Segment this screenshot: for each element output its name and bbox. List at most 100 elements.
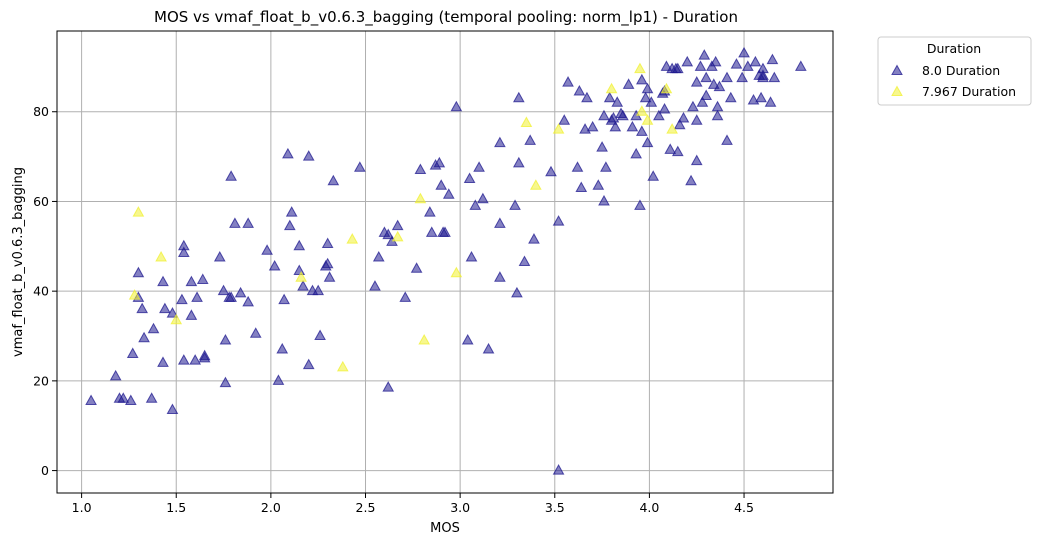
data-point: [575, 181, 588, 192]
data-point: [749, 55, 762, 67]
data-point: [698, 49, 711, 60]
data-point: [147, 322, 160, 334]
data-point: [249, 327, 262, 338]
data-point: [225, 170, 237, 181]
data-point: [177, 354, 190, 365]
data-point: [336, 360, 349, 372]
data-point: [85, 394, 97, 406]
data-point: [166, 307, 179, 318]
y-tick-label: 0: [41, 463, 49, 478]
data-point: [424, 206, 436, 217]
data-point: [439, 226, 451, 237]
data-point: [794, 60, 807, 71]
data-point: [635, 73, 648, 85]
data-point: [414, 163, 427, 175]
data-point: [690, 114, 703, 125]
data-point: [707, 78, 720, 89]
legend-marker-8-0-duration: [891, 64, 903, 75]
data-point: [552, 215, 565, 226]
data-point: [157, 356, 169, 367]
data-point: [293, 239, 306, 251]
data-point: [529, 179, 542, 190]
data-point: [634, 199, 646, 210]
data-point: [677, 111, 690, 123]
data-point: [302, 358, 315, 370]
data-point: [545, 165, 557, 177]
data-point: [509, 199, 521, 210]
data-point: [757, 71, 769, 83]
legend: Duration 8.0 Duration 7.967 Duration: [877, 36, 1032, 106]
series-1: [128, 62, 678, 372]
data-point: [382, 228, 395, 240]
data-point: [132, 266, 145, 278]
data-point: [145, 392, 158, 403]
data-point: [198, 349, 211, 361]
data-point: [185, 309, 198, 320]
data-point: [690, 76, 703, 87]
data-point: [711, 109, 724, 121]
data-point: [671, 62, 684, 74]
data-point: [552, 464, 565, 475]
data-point: [302, 150, 315, 161]
legend-box: [877, 36, 1032, 106]
data-point: [124, 394, 137, 406]
data-point: [314, 329, 326, 341]
data-point: [321, 257, 334, 269]
data-point: [117, 392, 130, 403]
data-point: [219, 333, 232, 345]
data-point: [524, 134, 537, 145]
y-tick-label: 40: [33, 284, 49, 299]
data-point: [391, 219, 404, 231]
data-point: [463, 172, 476, 184]
data-point: [724, 91, 737, 103]
data-point: [109, 369, 122, 381]
data-point: [229, 217, 241, 228]
data-point: [477, 192, 489, 204]
data-point: [323, 271, 336, 282]
data-point: [312, 284, 325, 296]
data-point: [738, 46, 750, 58]
data-point: [382, 381, 395, 392]
data-point: [696, 96, 709, 107]
data-point: [653, 109, 665, 121]
data-point: [518, 255, 531, 266]
data-point: [598, 109, 610, 121]
legend-label-7-967-duration: 7.967 Duration: [922, 84, 1016, 99]
data-point: [425, 226, 438, 237]
x-tick-label: 1.0: [72, 500, 92, 515]
data-point: [700, 89, 713, 101]
data-point: [433, 156, 446, 168]
data-point: [664, 143, 677, 154]
data-point: [261, 244, 273, 255]
x-tick-label: 2.0: [261, 500, 281, 515]
data-point: [138, 331, 150, 343]
data-point: [721, 71, 733, 83]
data-point: [494, 217, 506, 228]
data-point: [512, 156, 525, 168]
data-point: [166, 403, 179, 415]
data-point: [558, 114, 571, 125]
y-tick-label: 20: [33, 373, 49, 388]
data-point: [630, 147, 643, 159]
data-point: [293, 264, 306, 275]
data-point: [494, 136, 506, 148]
data-point: [276, 342, 289, 354]
data-point: [278, 293, 290, 305]
data-point: [685, 174, 697, 186]
data-point: [225, 291, 237, 302]
data-point: [592, 179, 605, 190]
data-point: [176, 293, 188, 305]
x-tick-label: 4.5: [734, 500, 754, 515]
data-point: [647, 170, 660, 181]
data-point: [581, 91, 593, 103]
data-point: [605, 82, 618, 94]
data-point: [136, 302, 149, 314]
data-point: [170, 313, 183, 325]
data-point: [126, 347, 139, 358]
data-point: [635, 105, 648, 116]
data-point: [562, 76, 574, 87]
data-point: [700, 71, 713, 83]
data-point: [285, 206, 298, 217]
x-tick-label: 3.5: [545, 500, 565, 515]
